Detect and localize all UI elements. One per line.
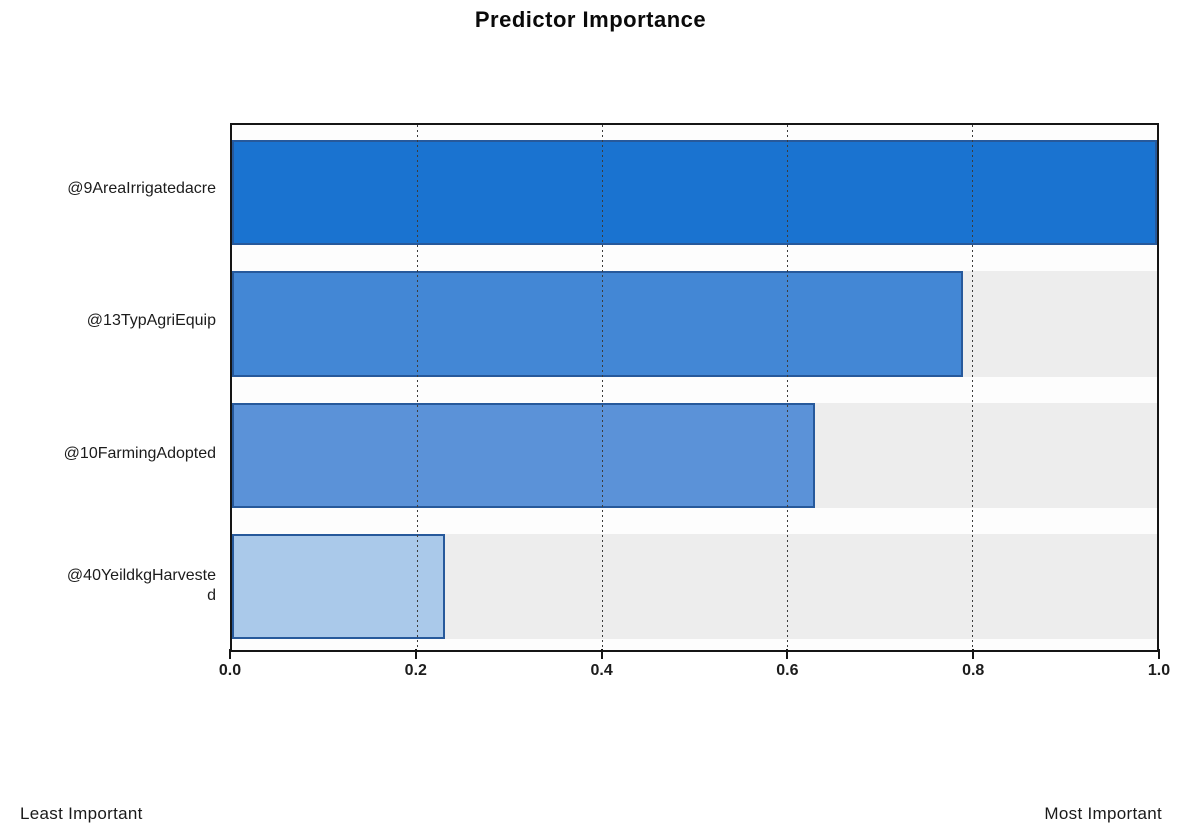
x-axis-tick xyxy=(414,649,417,659)
bar-row xyxy=(232,125,1157,257)
x-axis-tick xyxy=(600,649,603,659)
x-axis-tick xyxy=(972,649,975,659)
x-axis-tick-label: 0.4 xyxy=(590,662,613,679)
y-axis-label: @40YeildkgHarveste d xyxy=(66,566,216,604)
x-axis-tick xyxy=(1158,649,1160,659)
x-axis-tick-label: 0.8 xyxy=(962,662,985,679)
chart-title: Predictor Importance xyxy=(474,7,707,32)
x-axis: 0.0 0.2 0.4 0.6 0.8 1.0 xyxy=(219,649,1170,692)
y-axis-label: @10FarmingAdopted xyxy=(63,444,216,462)
x-axis-tick xyxy=(229,649,231,659)
x-axis-tick-label: 1.0 xyxy=(1147,662,1171,679)
bar-@9AreaIrrigatedacre xyxy=(232,140,1157,246)
x-axis-tick-label: 0.0 xyxy=(218,662,242,679)
gridline xyxy=(972,125,973,650)
y-axis-label: @13TypAgriEquip xyxy=(86,312,216,330)
x-axis-tick-label: 0.2 xyxy=(404,662,427,679)
bar-@10FarmingAdopted xyxy=(232,402,815,508)
y-axis-labels: @9AreaIrrigatedacre @13TypAgriEquip @10Far… xyxy=(0,123,222,652)
bar-row xyxy=(232,387,1157,519)
gridline xyxy=(602,125,603,650)
plot-area xyxy=(230,123,1159,652)
bar-track xyxy=(232,402,1157,508)
gridline xyxy=(417,125,418,650)
bar-row xyxy=(232,256,1157,388)
y-axis-label: @9AreaIrrigatedacre xyxy=(67,180,216,198)
bar-@13TypAgriEquip xyxy=(232,271,963,377)
bar-track xyxy=(232,140,1157,246)
gridline xyxy=(787,125,788,650)
bar-@40YeildkgHarvested xyxy=(232,533,445,639)
bar-track xyxy=(232,271,1157,377)
bar-row xyxy=(232,518,1157,650)
x-axis-tick-label: 0.6 xyxy=(776,662,799,679)
bar-track xyxy=(232,533,1157,639)
most-important-label: Most Important xyxy=(1044,804,1162,823)
least-important-label: Least Important xyxy=(20,804,143,823)
x-axis-tick xyxy=(786,649,789,659)
